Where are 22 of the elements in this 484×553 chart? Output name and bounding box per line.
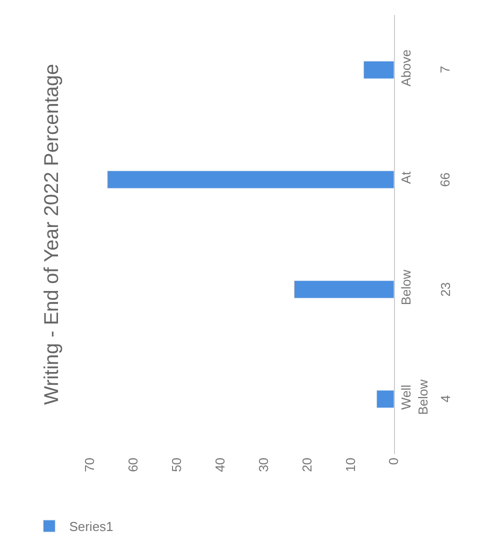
data-label: 66 [438,172,453,187]
bar [107,170,394,189]
data-label: 7 [437,66,452,74]
y-tick-label: Well Below [398,378,430,415]
x-tick-label: 40 [212,458,228,472]
x-tick-label: 70 [82,458,98,472]
x-tick-label: 10 [342,458,358,472]
legend-label: Series1 [69,519,114,534]
x-tick-label: 0 [386,458,402,465]
data-label: 4 [438,395,454,402]
bar [363,60,394,79]
x-tick-label: 60 [126,458,141,472]
y-tick-label: At [398,171,414,184]
x-tick-label: 20 [299,458,314,472]
x-tick-label: 50 [169,458,184,472]
x-tick-label: 30 [256,458,271,472]
y-tick-label: Above [398,49,414,86]
y-tick-label: Below [398,269,414,306]
data-label: 23 [438,282,453,297]
bar [294,280,394,298]
bar [376,390,394,408]
text: Writing - End of Year 2022 Percentage [40,64,63,405]
